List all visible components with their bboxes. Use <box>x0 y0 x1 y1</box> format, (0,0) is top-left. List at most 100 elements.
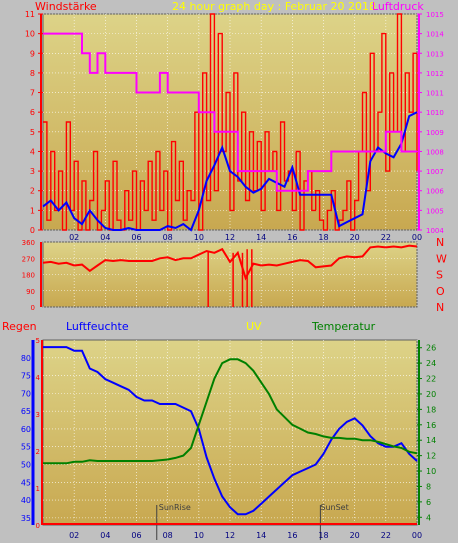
sunrise-label: SunRise <box>159 503 191 512</box>
humidity-tick-label: 65 <box>21 407 31 416</box>
rain-label: Regen <box>2 320 37 333</box>
time-tick-label: 04 <box>100 531 110 540</box>
rain-tick-label: 1 <box>36 485 40 493</box>
pressure-line <box>43 32 417 192</box>
wind-gust-line <box>43 13 418 231</box>
compass-label: N <box>436 301 444 314</box>
humidity-tick-label: 55 <box>21 443 31 452</box>
pressure-tick-label: 1012 <box>426 70 444 78</box>
time-tick-label: 10 <box>194 233 204 242</box>
compass-label: O <box>436 285 445 298</box>
temperature-tick-label: 26 <box>426 344 436 353</box>
compass-label: S <box>436 269 443 282</box>
humidity-tick-label: 45 <box>21 478 31 487</box>
time-tick-label: 22 <box>381 531 391 540</box>
time-tick-label: 12 <box>225 531 235 540</box>
temperature-tick-label: 22 <box>426 375 436 384</box>
pressure-tick-label: 1010 <box>426 109 444 117</box>
compass-label: W <box>436 252 447 265</box>
time-tick-label: 18 <box>318 233 328 242</box>
time-tick-label: 02 <box>69 233 79 242</box>
pressure-tick-label: 1009 <box>426 129 444 137</box>
time-tick-label: 08 <box>163 531 173 540</box>
time-tick-label: 08 <box>163 233 173 242</box>
temperature-tick-label: 18 <box>426 405 436 414</box>
wind-tick-label: 1 <box>30 206 35 215</box>
humidity-line <box>43 346 418 516</box>
uv-label: UV <box>246 320 262 333</box>
wind-tick-label: 11 <box>25 10 35 19</box>
humidity-tick-label: 80 <box>21 354 31 363</box>
humidity-label: Luftfeuchte <box>66 320 129 333</box>
pressure-tick-label: 1008 <box>426 148 444 156</box>
time-tick-label: 16 <box>287 233 297 242</box>
time-tick-label: 16 <box>287 531 297 540</box>
time-tick-label: 20 <box>350 531 360 540</box>
humidity-temperature-chart: SunRise SunSet 35404550556065707580012345… <box>2 320 436 540</box>
time-tick-label: 22 <box>381 233 391 242</box>
wind-tick-label: 4 <box>30 147 35 156</box>
humidity-tick-label: 35 <box>21 514 31 523</box>
temperature-tick-label: 4 <box>426 513 431 522</box>
temperature-label: Temperatur <box>311 320 376 333</box>
direction-tick-label: 270 <box>22 255 35 263</box>
wind-tick-label: 6 <box>30 108 35 117</box>
time-tick-label: 14 <box>256 531 266 540</box>
pressure-tick-label: 1004 <box>426 227 444 235</box>
pressure-tick-label: 1013 <box>426 50 444 58</box>
wind-tick-label: 3 <box>30 167 35 176</box>
temperature-tick-label: 8 <box>426 482 431 491</box>
humidity-tick-label: 60 <box>21 425 31 434</box>
rain-tick-label: 4 <box>36 374 41 382</box>
time-tick-label: 02 <box>69 531 79 540</box>
pressure-tick-label: 1007 <box>426 168 444 176</box>
time-tick-label: 10 <box>194 531 204 540</box>
sunset-label: SunSet <box>320 503 348 512</box>
compass-label: N <box>436 236 444 249</box>
wind-tick-label: 5 <box>30 128 35 137</box>
rain-tick-label: 5 <box>36 337 40 345</box>
wind-pressure-chart: 0123456789101110041005100610071008100910… <box>25 0 445 242</box>
direction-tick-label: 180 <box>22 272 35 280</box>
rain-tick-label: 2 <box>36 448 40 456</box>
pressure-tick-label: 1006 <box>426 188 444 196</box>
wind-tick-label: 10 <box>25 30 35 39</box>
direction-tick-label: 360 <box>22 239 35 247</box>
temperature-tick-label: 6 <box>426 498 431 507</box>
time-tick-label: 18 <box>318 531 328 540</box>
wind-axis-label: Windstärke <box>35 0 97 13</box>
time-tick-label: 12 <box>225 233 235 242</box>
pressure-axis-label: Luftdruck <box>372 0 424 13</box>
wind-speed-line <box>42 111 418 232</box>
rain-tick-label: 3 <box>36 411 40 419</box>
time-tick-label: 06 <box>131 233 141 242</box>
rain-tick-label: 0 <box>36 522 40 530</box>
wind-tick-label: 0 <box>30 226 35 235</box>
direction-tick-label: 0 <box>31 304 35 312</box>
temperature-tick-label: 12 <box>426 452 436 461</box>
wind-tick-label: 7 <box>30 89 35 98</box>
time-tick-label: 00 <box>412 233 422 242</box>
humidity-tick-label: 75 <box>21 372 31 381</box>
temperature-tick-label: 20 <box>426 390 436 399</box>
pressure-tick-label: 1005 <box>426 207 444 215</box>
humidity-tick-label: 50 <box>21 461 31 470</box>
temperature-tick-label: 16 <box>426 421 436 430</box>
temperature-tick-label: 24 <box>426 359 436 368</box>
wind-direction-line <box>42 244 418 281</box>
wind-tick-label: 9 <box>30 49 35 58</box>
wind-tick-label: 8 <box>30 69 35 78</box>
pressure-tick-label: 1014 <box>426 31 444 39</box>
wind-tick-label: 2 <box>30 187 35 196</box>
chart-title: 24 hour graph day : Februar 20 2018 <box>172 0 376 13</box>
time-tick-label: 06 <box>131 531 141 540</box>
direction-tick-label: 90 <box>26 288 35 296</box>
temperature-line <box>43 358 418 465</box>
time-tick-label: 14 <box>256 233 266 242</box>
time-tick-label: 00 <box>412 531 422 540</box>
pressure-tick-label: 1011 <box>426 90 444 98</box>
temperature-tick-label: 10 <box>426 467 436 476</box>
time-tick-label: 20 <box>350 233 360 242</box>
